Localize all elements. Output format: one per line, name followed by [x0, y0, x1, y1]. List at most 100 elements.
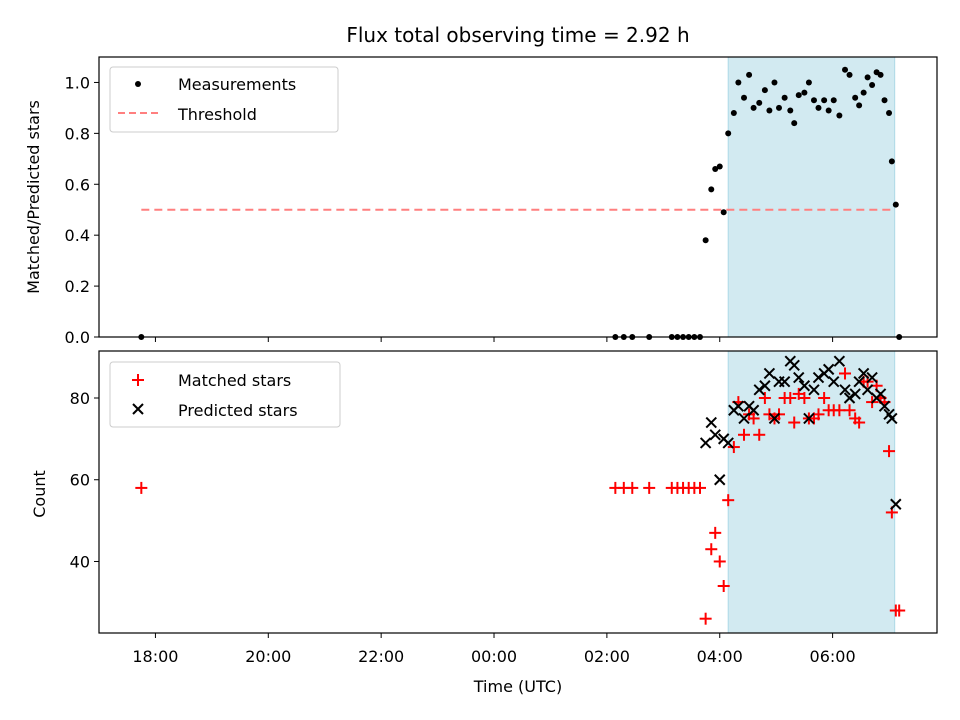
measurement-point [830, 97, 837, 104]
measurement-point [775, 104, 782, 111]
measurement-point [712, 166, 719, 172]
measurement-point [766, 107, 773, 114]
predicted-star-point [798, 380, 811, 392]
top-panel: 0.0 0.2 0.4 0.6 0.8 1.0 Matched/Predicted sta… [24, 56, 938, 347]
predicted-star-point [874, 388, 887, 400]
predicted-star-point [699, 437, 712, 449]
matched-star-point [893, 604, 906, 617]
matched-star-point [727, 441, 740, 454]
top-ytick-label: 1.0 [65, 73, 90, 92]
matched-star-point [135, 481, 148, 494]
predicted-star-point [849, 388, 861, 400]
legend-matched-marker [132, 374, 144, 386]
predicted-star-point [822, 363, 835, 376]
predicted-star-point [738, 412, 750, 425]
predicted-star-point [857, 367, 870, 380]
matched-star-point [699, 612, 712, 625]
top-legend: Measurements Threshold [109, 66, 339, 133]
measurement-point [860, 89, 867, 96]
predicted-star-point [709, 429, 721, 441]
measurement-point [852, 94, 859, 101]
predicted-star-point [828, 375, 840, 388]
measurement-point [781, 94, 788, 101]
measurement-point [730, 110, 737, 116]
legend-measurements-marker [135, 81, 141, 87]
measurement-point [761, 87, 768, 94]
xtick-label: 22:00 [358, 647, 404, 666]
matched-star-point [747, 412, 760, 425]
bottom-xlabel: Time (UTC) [473, 677, 562, 696]
measurement-point [720, 209, 727, 216]
predicted-star-point [788, 359, 800, 372]
bottom-ytick-label: 60 [70, 471, 90, 490]
matched-star-point [738, 428, 751, 441]
measurement-point [886, 110, 893, 116]
measurement-point [801, 89, 808, 96]
measurement-point [735, 79, 742, 86]
top-ytick-label: 0.2 [65, 277, 90, 296]
xtick-label: 04:00 [697, 647, 743, 666]
measurement-point [741, 94, 748, 101]
measurement-point [821, 97, 828, 104]
measurement-point [810, 97, 817, 104]
measurement-point [856, 102, 863, 109]
chart-title: Flux total observing time = 2.92 h [346, 23, 689, 47]
predicted-star-point [833, 355, 846, 367]
predicted-star-point [768, 412, 781, 425]
matched-star-point [798, 392, 811, 404]
matched-star-point [839, 367, 852, 380]
bottom-legend-box [109, 361, 341, 428]
bottom-ytick-label: 40 [70, 552, 90, 571]
measurement-point [842, 66, 849, 73]
measurement-point [815, 104, 822, 111]
matched-star-point [818, 392, 831, 404]
measurement-point [864, 74, 871, 81]
legend-threshold-label: Threshold [177, 105, 257, 124]
matched-star-point [705, 543, 718, 556]
legend-predicted-marker [132, 403, 144, 415]
measurement-point [716, 163, 723, 170]
bottom-observing-window [727, 350, 896, 634]
measurement-point [836, 112, 843, 119]
matched-star-point [843, 404, 856, 417]
xtick-label: 00:00 [471, 647, 517, 666]
legend-matched-label: Matched stars [178, 371, 291, 390]
matched-star-point [717, 580, 730, 592]
legend-measurements-label: Measurements [178, 75, 296, 94]
xtick-label: 02:00 [584, 647, 630, 666]
matched-star-point [626, 481, 639, 494]
predicted-star-point [759, 380, 771, 392]
measurement-point [892, 201, 899, 208]
predicted-star-point [861, 384, 874, 396]
matched-star-point [713, 555, 726, 568]
measurement-point [787, 107, 794, 114]
matched-star-point [883, 445, 896, 458]
xtick-label: 20:00 [245, 647, 291, 666]
top-panel-frame [98, 56, 938, 338]
measurement-point [725, 130, 732, 137]
predicted-star-point [866, 371, 878, 384]
matched-star-point [833, 404, 846, 417]
top-ylabel: Matched/Predicted stars [24, 100, 43, 294]
matched-star-point [812, 408, 825, 421]
matched-star-point [753, 428, 766, 441]
measurement-point [869, 82, 876, 88]
bottom-panel: 40 60 80 18:00 20:00 22:00 00:00 02:00 04:00 06:… [30, 350, 938, 696]
bottom-panel-frame [98, 350, 938, 634]
measurement-point [746, 71, 753, 78]
matched-star-point [709, 526, 722, 539]
bottom-ytick-label: 80 [70, 389, 90, 408]
top-observing-window [727, 56, 896, 338]
predicted-star-point [778, 375, 791, 388]
measurement-point [756, 99, 763, 106]
measurement-point [750, 104, 757, 111]
top-ytick-label: 0.4 [65, 226, 90, 245]
measurement-point [702, 237, 709, 244]
matched-star-point [758, 392, 771, 404]
predicted-star-point [793, 371, 805, 384]
predicted-star-point [878, 400, 891, 412]
predicted-star-point [886, 412, 898, 425]
predicted-star-point [890, 498, 902, 510]
predicted-star-point [839, 384, 851, 396]
